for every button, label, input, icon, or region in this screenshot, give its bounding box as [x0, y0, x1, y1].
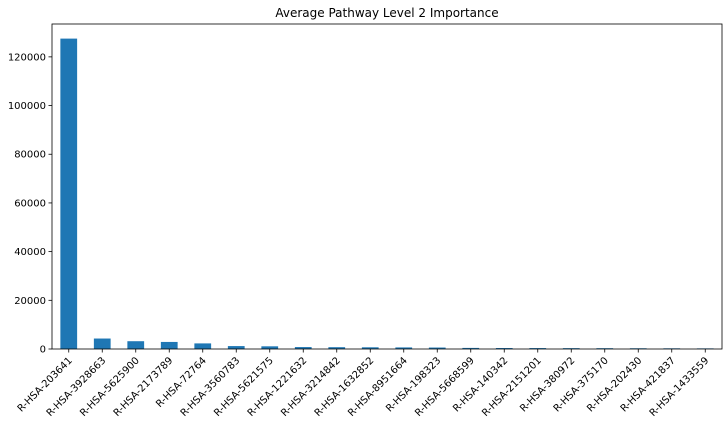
y-tick-label: 100000: [8, 101, 46, 112]
y-tick-label: 40000: [14, 247, 46, 258]
bar-R-HSA-1632852: [361, 347, 379, 349]
y-tick-label: 20000: [14, 296, 46, 307]
bar-R-HSA-3214842: [328, 347, 346, 349]
x-tick-label: R-HSA-5625900: [78, 355, 142, 419]
x-tick-label: R-HSA-1632852: [313, 355, 377, 419]
bar-R-HSA-5668599: [462, 347, 480, 349]
y-tick-label: 120000: [8, 52, 46, 63]
bar-R-HSA-140342: [495, 348, 513, 349]
bar-R-HSA-2173789: [160, 341, 178, 349]
x-tick-label: R-HSA-1221632: [246, 355, 310, 419]
bar-R-HSA-203641: [60, 38, 78, 349]
x-tick-label: R-HSA-2151201: [480, 355, 544, 419]
bar-R-HSA-5625900: [127, 341, 145, 349]
y-tick-label: 0: [40, 345, 46, 356]
x-tick-label: R-HSA-1433559: [648, 355, 712, 419]
x-tick-label: R-HSA-2173789: [112, 355, 176, 419]
bar-R-HSA-5621575: [261, 346, 279, 349]
bar-R-HSA-380972: [562, 348, 580, 349]
bar-R-HSA-375170: [596, 348, 614, 349]
y-tick-label: 60000: [14, 198, 46, 209]
x-tick-label: R-HSA-203641: [16, 355, 75, 414]
bar-R-HSA-198323: [428, 347, 446, 349]
x-tick-label: R-HSA-3214842: [279, 355, 343, 419]
x-tick-label: R-HSA-3560783: [179, 355, 243, 419]
bar-R-HSA-1221632: [294, 347, 312, 349]
y-tick-label: 80000: [14, 150, 46, 161]
x-axis: R-HSA-203641R-HSA-3928663R-HSA-5625900R-…: [16, 349, 712, 419]
bar-R-HSA-2151201: [529, 348, 547, 349]
x-tick-label: R-HSA-3928663: [45, 355, 109, 419]
y-axis: 0 20000 40000 60000 80000 100000 120000: [8, 52, 52, 356]
bar-R-HSA-3560783: [227, 346, 245, 349]
bar-R-HSA-8951664: [395, 347, 413, 349]
bars-group: [60, 38, 714, 349]
bar-R-HSA-3928663: [93, 338, 111, 349]
bar-R-HSA-72764: [194, 343, 212, 349]
chart-title: Average Pathway Level 2 Importance: [275, 6, 498, 20]
x-tick-label: R-HSA-5621575: [212, 355, 276, 419]
x-tick-label: R-HSA-5668599: [413, 355, 477, 419]
x-tick-label: R-HSA-8951664: [346, 355, 410, 419]
plot-frame: [51, 23, 723, 350]
